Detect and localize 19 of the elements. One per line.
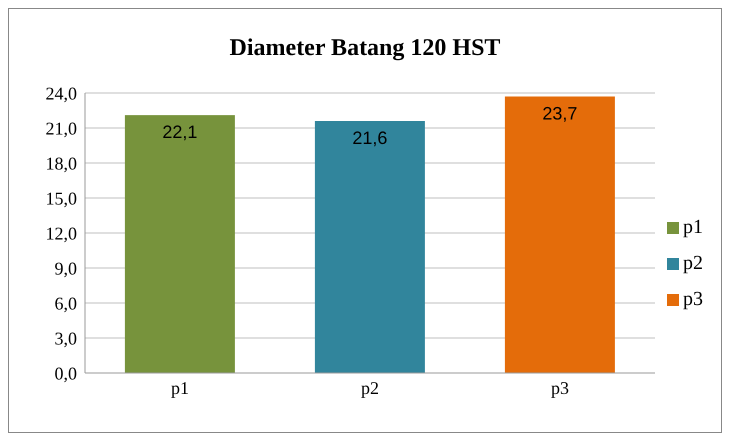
legend-label: p3 (683, 288, 703, 310)
y-tick-label: 21,0 (46, 118, 77, 138)
y-tick-label: 9,0 (54, 258, 77, 278)
x-tick-label: p2 (361, 378, 379, 398)
y-tick-label: 0,0 (54, 363, 77, 384)
x-tick-label: p1 (171, 378, 189, 398)
y-tick-label: 12,0 (46, 223, 77, 244)
y-tick-label: 15,0 (46, 188, 77, 208)
chart-title: Diameter Batang 120 HST (228, 35, 502, 62)
x-tick-label: p3 (551, 378, 569, 398)
legend-label: p2 (683, 252, 703, 274)
data-label: 22,1 (162, 122, 198, 142)
y-tick-label: 6,0 (54, 293, 77, 314)
y-tick-label: 18,0 (46, 153, 77, 174)
y-tick-label: 3,0 (54, 328, 77, 348)
data-label: 23,7 (542, 103, 578, 124)
legend-label: p1 (683, 216, 703, 238)
data-label: 21,6 (352, 128, 388, 148)
y-tick-label: 24,0 (46, 83, 77, 104)
